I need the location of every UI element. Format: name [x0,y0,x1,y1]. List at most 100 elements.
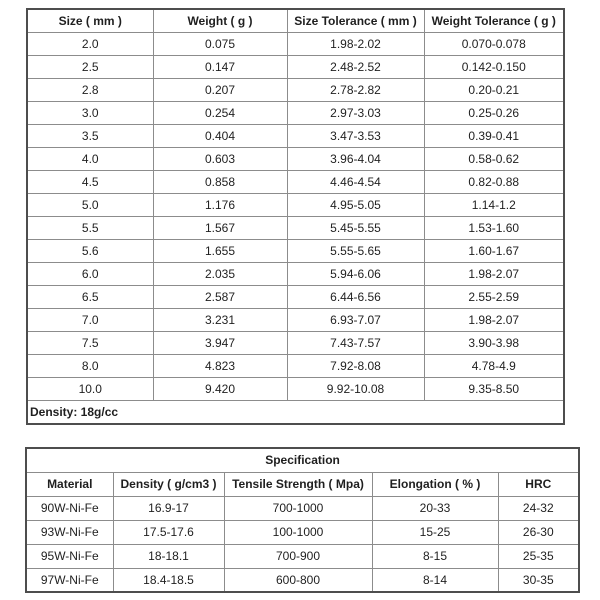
column-header-weight: Weight ( g ) [152,8,288,33]
table-row: 4.5 0.858 4.46-4.54 0.82-0.88 [26,169,565,194]
table-cell: 15-25 [371,519,499,545]
table-row: 6.0 2.035 5.94-6.06 1.98-2.07 [26,261,565,286]
table-cell: 6.0 [26,261,154,286]
specification-table: Specification Material Density ( g/cm3 )… [25,447,581,593]
column-header-weight-tolerance: Weight Tolerance ( g ) [423,8,565,33]
table-cell: 0.58-0.62 [423,146,565,171]
table-row: 93W-Ni-Fe 17.5-17.6 100-1000 15-25 26-30 [25,519,580,545]
table-cell: 8-15 [371,543,499,569]
table-cell: 93W-Ni-Fe [25,519,114,545]
table-cell: 18.4-18.5 [112,567,225,593]
table-cell: 4.78-4.9 [423,353,565,378]
table-row: 95W-Ni-Fe 18-18.1 700-900 8-15 25-35 [25,543,580,569]
table-cell: 2.48-2.52 [286,54,425,79]
table-cell: 9.420 [152,376,288,401]
table-cell: 0.20-0.21 [423,77,565,102]
table-cell: 600-800 [223,567,373,593]
table-cell: 30-35 [497,567,580,593]
table-cell: 7.0 [26,307,154,332]
table-cell: 5.0 [26,192,154,217]
table-cell: 25-35 [497,543,580,569]
table-cell: 95W-Ni-Fe [25,543,114,569]
table-cell: 16.9-17 [112,495,225,521]
table-cell: 1.60-1.67 [423,238,565,263]
table-cell: 8-14 [371,567,499,593]
table-cell: 6.44-6.56 [286,284,425,309]
table-cell: 3.231 [152,307,288,332]
table-cell: 1.98-2.07 [423,261,565,286]
table-row: 7.0 3.231 6.93-7.07 1.98-2.07 [26,307,565,332]
table-cell: 7.5 [26,330,154,355]
table-row: 2.8 0.207 2.78-2.82 0.20-0.21 [26,77,565,102]
table-cell: 2.97-3.03 [286,100,425,125]
table-cell: 4.823 [152,353,288,378]
table-cell: 3.947 [152,330,288,355]
column-header-size-tolerance: Size Tolerance ( mm ) [286,8,425,33]
table-cell: 5.5 [26,215,154,240]
table-cell: 2.587 [152,284,288,309]
table-cell: 1.98-2.02 [286,31,425,56]
column-header-density: Density ( g/cm3 ) [112,471,225,497]
table-cell: 1.655 [152,238,288,263]
table-cell: 20-33 [371,495,499,521]
table-cell: 3.96-4.04 [286,146,425,171]
table-cell: 0.207 [152,77,288,102]
table-row: 4.0 0.603 3.96-4.04 0.58-0.62 [26,146,565,171]
table-cell: 700-900 [223,543,373,569]
table-cell: 1.567 [152,215,288,240]
column-header-tensile-strength: Tensile Strength ( Mpa) [223,471,373,497]
ball-size-weight-table: Size ( mm ) Weight ( g ) Size Tolerance … [26,8,565,425]
table-cell: 0.075 [152,31,288,56]
table-title-row: Specification [25,447,580,473]
table-row: 5.6 1.655 5.55-5.65 1.60-1.67 [26,238,565,263]
table-cell: 2.035 [152,261,288,286]
table-cell: 0.39-0.41 [423,123,565,148]
table-row: 97W-Ni-Fe 18.4-18.5 600-800 8-14 30-35 [25,567,580,593]
table-cell: 3.90-3.98 [423,330,565,355]
table-cell: 6.93-7.07 [286,307,425,332]
table-cell: 2.5 [26,54,154,79]
table-cell: 26-30 [497,519,580,545]
table-cell: 0.142-0.150 [423,54,565,79]
table-cell: 700-1000 [223,495,373,521]
table-cell: 0.070-0.078 [423,31,565,56]
table-cell: 0.404 [152,123,288,148]
table-cell: 5.6 [26,238,154,263]
column-header-hrc: HRC [497,471,580,497]
table-cell: 1.176 [152,192,288,217]
table-row: 3.5 0.404 3.47-3.53 0.39-0.41 [26,123,565,148]
table-cell: 2.0 [26,31,154,56]
table-cell: 1.98-2.07 [423,307,565,332]
table-cell: 0.147 [152,54,288,79]
table-header-row: Size ( mm ) Weight ( g ) Size Tolerance … [26,8,565,33]
table-row: 5.0 1.176 4.95-5.05 1.14-1.2 [26,192,565,217]
column-header-size: Size ( mm ) [26,8,154,33]
table-cell: 5.45-5.55 [286,215,425,240]
density-note: Density: 18g/cc [26,399,565,425]
table-row: 90W-Ni-Fe 16.9-17 700-1000 20-33 24-32 [25,495,580,521]
table-row: 10.0 9.420 9.92-10.08 9.35-8.50 [26,376,565,401]
table-row: 3.0 0.254 2.97-3.03 0.25-0.26 [26,100,565,125]
table-cell: 10.0 [26,376,154,401]
column-header-elongation: Elongation ( % ) [371,471,499,497]
table-row: 7.5 3.947 7.43-7.57 3.90-3.98 [26,330,565,355]
table-cell: 1.53-1.60 [423,215,565,240]
table-cell: 97W-Ni-Fe [25,567,114,593]
table-cell: 17.5-17.6 [112,519,225,545]
table-cell: 9.92-10.08 [286,376,425,401]
table-cell: 4.46-4.54 [286,169,425,194]
table-cell: 4.5 [26,169,154,194]
table-row: 5.5 1.567 5.45-5.55 1.53-1.60 [26,215,565,240]
table-cell: 9.35-8.50 [423,376,565,401]
table-row: 2.5 0.147 2.48-2.52 0.142-0.150 [26,54,565,79]
table-cell: 2.55-2.59 [423,284,565,309]
table-cell: 7.43-7.57 [286,330,425,355]
table-cell: 1.14-1.2 [423,192,565,217]
table-cell: 4.95-5.05 [286,192,425,217]
table-cell: 0.603 [152,146,288,171]
table-cell: 18-18.1 [112,543,225,569]
table-cell: 7.92-8.08 [286,353,425,378]
table-cell: 0.858 [152,169,288,194]
density-row: Density: 18g/cc [26,399,565,425]
